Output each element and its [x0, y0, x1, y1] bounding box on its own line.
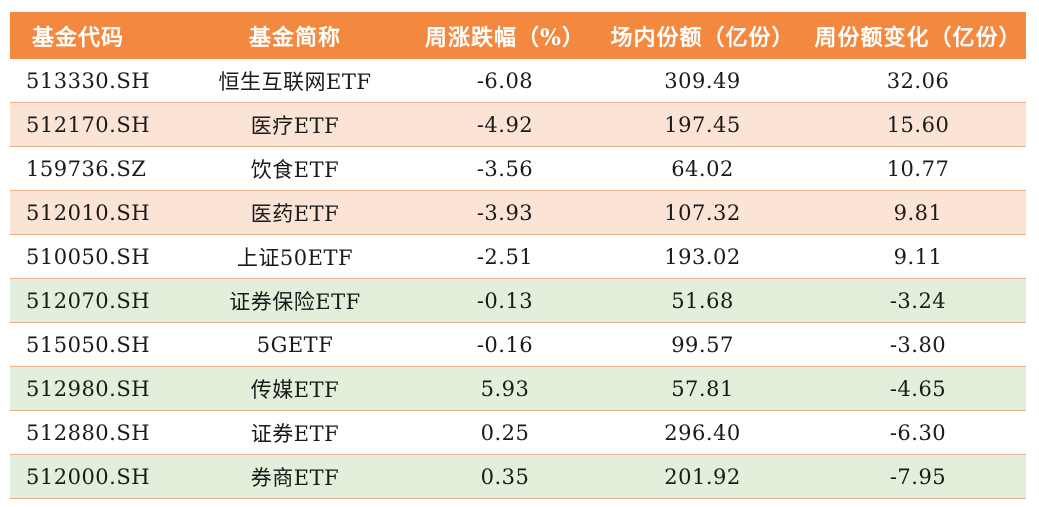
cell-fund-name: 饮食ETF — [175, 146, 415, 191]
cell-fund-code: 513330.SH — [10, 59, 175, 103]
cell-fund-code: 515050.SH — [10, 322, 175, 367]
etf-table: 基金代码 基金简称 周涨跌幅（%） 场内份额（亿份） 周份额变化（亿份） 513… — [10, 12, 1026, 499]
cell-shares-change: 15.60 — [810, 102, 1026, 147]
cell-weekly-change: -0.13 — [415, 278, 595, 323]
cell-fund-name: 证券ETF — [175, 410, 415, 455]
cell-shares-change: 32.06 — [810, 59, 1026, 103]
cell-fund-code: 512880.SH — [10, 410, 175, 455]
cell-weekly-change: -6.08 — [415, 59, 595, 103]
cell-shares-change: 9.81 — [810, 190, 1026, 235]
cell-weekly-change: -2.51 — [415, 234, 595, 279]
cell-shares-change: 10.77 — [810, 146, 1026, 191]
cell-fund-code: 512000.SH — [10, 454, 175, 499]
header-shares: 场内份额（亿份） — [595, 12, 810, 59]
cell-fund-name: 上证50ETF — [175, 234, 415, 279]
table-body: 513330.SH 恒生互联网ETF -6.08 309.49 32.06 512170.… — [10, 59, 1026, 499]
cell-weekly-change: 5.93 — [415, 366, 595, 411]
cell-shares: 193.02 — [595, 234, 810, 279]
cell-shares-change: -3.24 — [810, 278, 1026, 323]
table-row: 159736.SZ 饮食ETF -3.56 64.02 10.77 — [10, 146, 1026, 191]
cell-shares: 57.81 — [595, 366, 810, 411]
cell-shares: 309.49 — [595, 59, 810, 103]
cell-fund-name: 传媒ETF — [175, 366, 415, 411]
cell-weekly-change: -3.56 — [415, 146, 595, 191]
cell-fund-name: 券商ETF — [175, 454, 415, 499]
cell-fund-name: 证券保险ETF — [175, 278, 415, 323]
table-row: 512170.SH 医疗ETF -4.92 197.45 15.60 — [10, 102, 1026, 147]
cell-shares-change: -4.65 — [810, 366, 1026, 411]
table-row: 512000.SH 券商ETF 0.35 201.92 -7.95 — [10, 454, 1026, 499]
cell-shares: 296.40 — [595, 410, 810, 455]
cell-shares: 64.02 — [595, 146, 810, 191]
header-row: 基金代码 基金简称 周涨跌幅（%） 场内份额（亿份） 周份额变化（亿份） — [10, 12, 1026, 59]
cell-shares: 201.92 — [595, 454, 810, 499]
cell-fund-code: 512170.SH — [10, 102, 175, 147]
cell-fund-name: 5GETF — [175, 322, 415, 367]
table-row: 512010.SH 医药ETF -3.93 107.32 9.81 — [10, 190, 1026, 235]
cell-shares: 107.32 — [595, 190, 810, 235]
cell-shares-change: -3.80 — [810, 322, 1026, 367]
cell-shares: 51.68 — [595, 278, 810, 323]
table-header: 基金代码 基金简称 周涨跌幅（%） 场内份额（亿份） 周份额变化（亿份） — [10, 12, 1026, 59]
cell-weekly-change: 0.35 — [415, 454, 595, 499]
cell-fund-name: 医疗ETF — [175, 102, 415, 147]
cell-shares-change: -6.30 — [810, 410, 1026, 455]
cell-shares: 197.45 — [595, 102, 810, 147]
cell-weekly-change: 0.25 — [415, 410, 595, 455]
table-row: 512070.SH 证券保险ETF -0.13 51.68 -3.24 — [10, 278, 1026, 323]
cell-shares-change: 9.11 — [810, 234, 1026, 279]
etf-table-container: 基金代码 基金简称 周涨跌幅（%） 场内份额（亿份） 周份额变化（亿份） 513… — [10, 12, 1026, 499]
cell-fund-name: 恒生互联网ETF — [175, 59, 415, 103]
table-row: 512880.SH 证券ETF 0.25 296.40 -6.30 — [10, 410, 1026, 455]
header-weekly-change: 周涨跌幅（%） — [415, 12, 595, 59]
cell-weekly-change: -0.16 — [415, 322, 595, 367]
cell-fund-code: 159736.SZ — [10, 146, 175, 191]
header-shares-change: 周份额变化（亿份） — [810, 12, 1026, 59]
cell-shares-change: -7.95 — [810, 454, 1026, 499]
cell-weekly-change: -4.92 — [415, 102, 595, 147]
cell-fund-code: 512010.SH — [10, 190, 175, 235]
header-fund-code: 基金代码 — [10, 12, 175, 59]
cell-fund-name: 医药ETF — [175, 190, 415, 235]
table-row: 510050.SH 上证50ETF -2.51 193.02 9.11 — [10, 234, 1026, 279]
table-row: 513330.SH 恒生互联网ETF -6.08 309.49 32.06 — [10, 59, 1026, 103]
cell-shares: 99.57 — [595, 322, 810, 367]
cell-weekly-change: -3.93 — [415, 190, 595, 235]
table-row: 512980.SH 传媒ETF 5.93 57.81 -4.65 — [10, 366, 1026, 411]
cell-fund-code: 510050.SH — [10, 234, 175, 279]
table-row: 515050.SH 5GETF -0.16 99.57 -3.80 — [10, 322, 1026, 367]
header-fund-name: 基金简称 — [175, 12, 415, 59]
cell-fund-code: 512070.SH — [10, 278, 175, 323]
cell-fund-code: 512980.SH — [10, 366, 175, 411]
